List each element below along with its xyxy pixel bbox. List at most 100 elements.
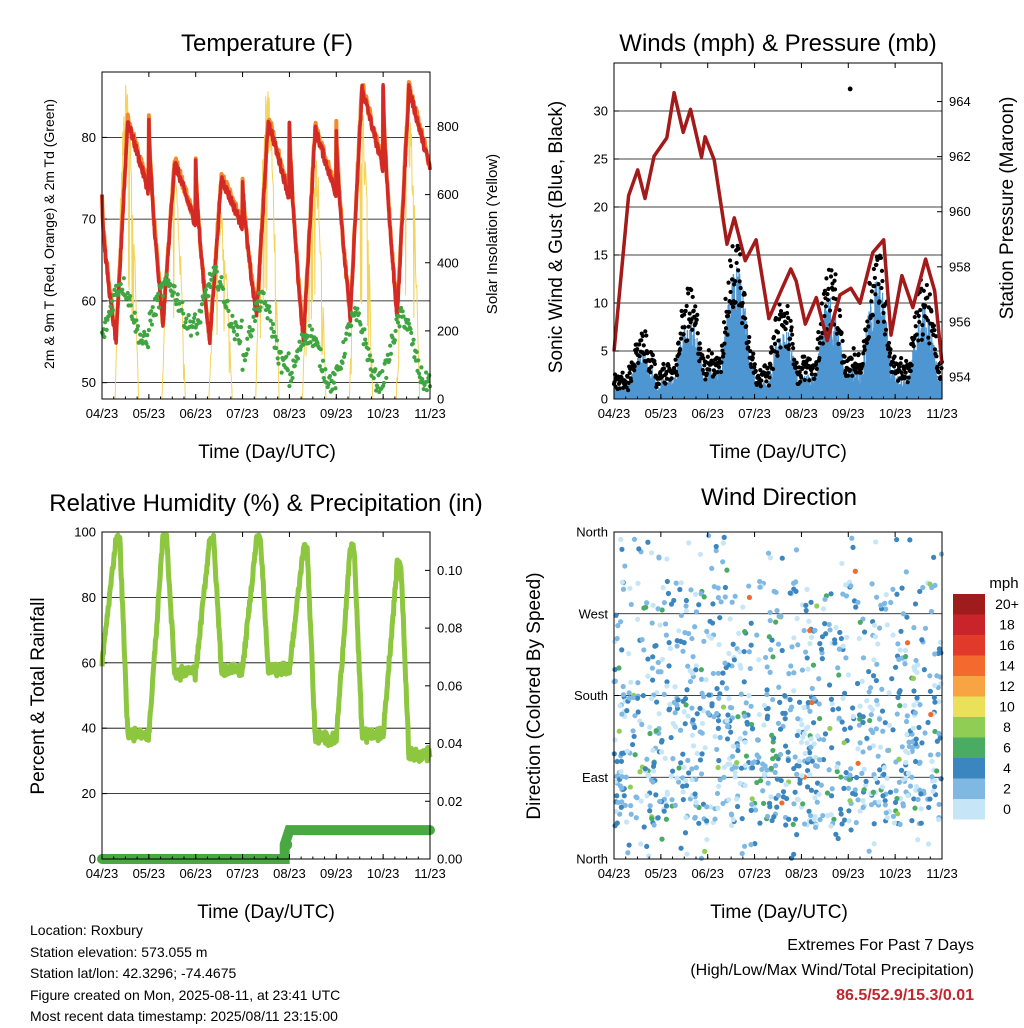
dewpoint-point bbox=[373, 367, 378, 372]
direction-point bbox=[614, 758, 620, 765]
legend-label: 8 bbox=[1003, 719, 1011, 735]
direction-point bbox=[740, 604, 746, 610]
direction-point bbox=[666, 640, 672, 646]
gust-point bbox=[866, 324, 871, 329]
direction-point bbox=[850, 544, 856, 551]
direction-point bbox=[927, 673, 933, 679]
dewpoint-point bbox=[252, 307, 257, 312]
dewpoint-point bbox=[390, 335, 395, 340]
direction-point bbox=[807, 771, 813, 778]
gust-point bbox=[746, 345, 751, 350]
gust-point bbox=[738, 252, 743, 257]
dewpoint-point bbox=[395, 320, 401, 325]
direction-point bbox=[715, 670, 721, 676]
direction-point bbox=[662, 621, 669, 627]
dewpoint-point bbox=[423, 370, 429, 375]
dewpoint-point bbox=[199, 309, 204, 314]
rh-ytick-label: 60 bbox=[82, 655, 96, 670]
dewpoint-point bbox=[268, 318, 273, 323]
direction-point bbox=[701, 594, 707, 600]
rh-ytick-label: 80 bbox=[82, 590, 96, 605]
direction-point bbox=[692, 791, 698, 797]
direction-point bbox=[729, 705, 735, 711]
direction-point bbox=[760, 800, 767, 807]
direction-point bbox=[843, 655, 849, 661]
dewpoint-point bbox=[301, 342, 306, 347]
direction-point bbox=[934, 673, 940, 679]
direction-point bbox=[920, 584, 926, 591]
direction-point bbox=[660, 585, 666, 591]
dewpoint-point bbox=[381, 380, 387, 386]
gust-point bbox=[898, 361, 903, 366]
direction-point bbox=[816, 676, 822, 682]
direction-point bbox=[899, 744, 905, 750]
gust-point bbox=[866, 334, 871, 340]
direction-point bbox=[672, 723, 678, 729]
dir-xtick-label: 08/23 bbox=[785, 866, 818, 881]
direction-point bbox=[618, 804, 624, 810]
direction-point bbox=[860, 749, 866, 755]
dir-ytick-label: East bbox=[582, 770, 608, 785]
gust-point bbox=[829, 268, 834, 273]
gust-point bbox=[738, 285, 743, 291]
direction-point bbox=[718, 599, 724, 605]
dewpoint-point bbox=[104, 327, 109, 333]
gust-point bbox=[823, 304, 829, 309]
direction-point bbox=[791, 635, 797, 641]
direction-point bbox=[764, 813, 771, 820]
gust-point bbox=[687, 311, 692, 316]
direction-point bbox=[802, 750, 808, 757]
direction-point bbox=[842, 726, 848, 732]
direction-point bbox=[734, 760, 740, 766]
gust-point bbox=[645, 351, 650, 356]
temp-xtick-label: 04/23 bbox=[86, 406, 119, 421]
direction-point bbox=[773, 619, 779, 625]
direction-point bbox=[899, 585, 905, 591]
gust-point bbox=[766, 383, 772, 388]
wind-xtick-label: 07/23 bbox=[738, 406, 771, 421]
direction-point bbox=[643, 604, 649, 610]
wind-y2tick-label: 964 bbox=[949, 94, 971, 109]
gust-point bbox=[881, 319, 887, 324]
gust-point bbox=[743, 316, 748, 321]
dewpoint-point bbox=[125, 290, 130, 296]
direction-point bbox=[921, 667, 927, 673]
direction-point bbox=[666, 663, 672, 669]
dewpoint-point bbox=[120, 287, 125, 292]
direction-point bbox=[693, 799, 699, 806]
gust-point bbox=[839, 330, 844, 335]
gust-point bbox=[637, 354, 642, 359]
gust-point bbox=[640, 333, 645, 339]
direction-point bbox=[742, 629, 748, 635]
direction-point bbox=[706, 711, 712, 717]
direction-point bbox=[850, 705, 856, 711]
direction-point bbox=[658, 739, 665, 745]
direction-point bbox=[780, 710, 786, 716]
gust-point bbox=[802, 377, 807, 383]
direction-point bbox=[861, 787, 867, 793]
direction-point bbox=[765, 780, 771, 786]
gust-point bbox=[700, 367, 705, 373]
gust-point bbox=[892, 354, 897, 359]
gust-point bbox=[686, 291, 691, 296]
direction-point bbox=[861, 629, 868, 635]
direction-point bbox=[886, 690, 892, 696]
direction-point bbox=[824, 790, 831, 796]
direction-point bbox=[671, 699, 677, 706]
direction-point bbox=[724, 685, 730, 691]
direction-point bbox=[732, 593, 738, 599]
direction-point bbox=[938, 551, 945, 557]
direction-point bbox=[620, 586, 627, 592]
direction-point bbox=[871, 622, 878, 628]
gust-point bbox=[748, 349, 753, 354]
direction-point bbox=[833, 831, 839, 837]
direction-point bbox=[893, 788, 899, 794]
dewpoint-point bbox=[331, 380, 337, 385]
wind-xtick-label: 09/23 bbox=[832, 406, 865, 421]
dewpoint-point bbox=[367, 353, 372, 358]
direction-point bbox=[661, 691, 667, 698]
gust-point bbox=[788, 318, 793, 323]
gust-point bbox=[817, 355, 822, 361]
direction-point bbox=[626, 651, 632, 657]
